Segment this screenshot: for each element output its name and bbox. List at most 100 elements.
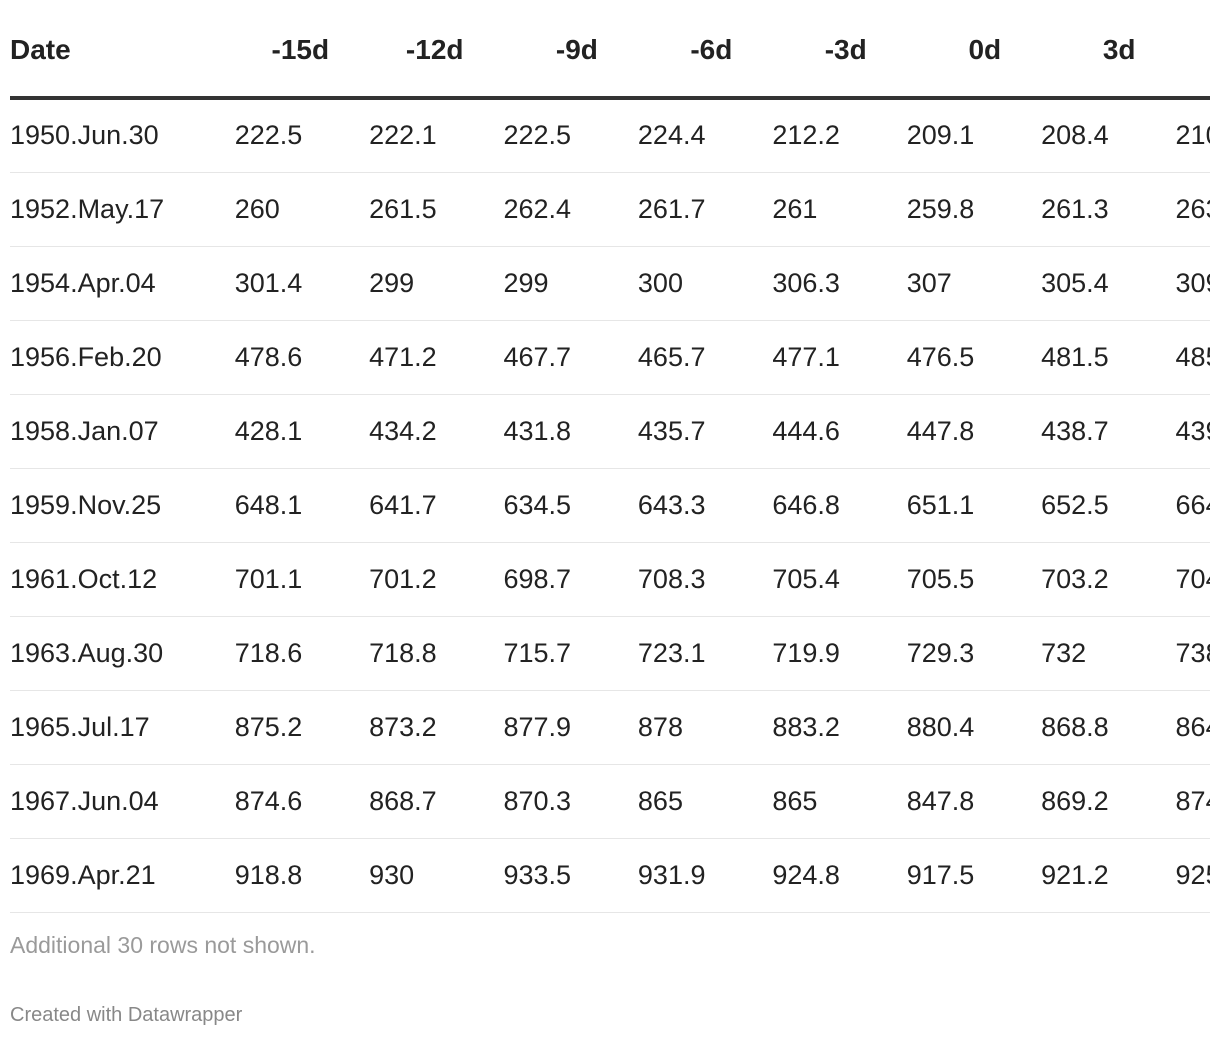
date-cell: 1961.Oct.12 <box>10 542 235 617</box>
value-cell: 705.5 <box>906 542 1042 617</box>
value-cell: 467.7 <box>503 320 638 395</box>
column-header: 3d <box>1041 0 1176 100</box>
value-cell: 652.5 <box>1041 468 1176 543</box>
value-cell: 924.8 <box>772 838 907 913</box>
column-header-date: Date <box>10 0 235 100</box>
column-header: -6d <box>637 0 773 100</box>
value-cell: 481.5 <box>1041 320 1176 395</box>
value-cell: 648.1 <box>234 468 370 543</box>
table-row: 1950.Jun.30 222.5 222.1 222.5 224.4 212.2 209.… <box>10 98 1210 173</box>
value-cell: 931.9 <box>637 838 773 913</box>
value-cell: 701.1 <box>234 542 370 617</box>
value-cell: 485 <box>1175 320 1210 395</box>
value-cell: 447.8 <box>906 394 1042 469</box>
value-cell: 704 <box>1175 542 1210 617</box>
value-cell: 307 <box>906 246 1042 321</box>
value-cell: 718.8 <box>369 616 504 691</box>
value-cell: 261.3 <box>1041 172 1176 247</box>
date-cell: 1963.Aug.30 <box>10 616 235 691</box>
value-cell: 698.7 <box>503 542 638 617</box>
value-cell: 222.5 <box>503 98 638 173</box>
value-cell: 434.2 <box>369 394 504 469</box>
value-cell: 210 <box>1175 98 1210 173</box>
value-cell: 718.6 <box>234 616 370 691</box>
value-cell: 925 <box>1175 838 1210 913</box>
value-cell: 301.4 <box>234 246 370 321</box>
value-cell: 870.3 <box>503 764 638 839</box>
value-cell: 438.7 <box>1041 394 1176 469</box>
column-header: -12d <box>369 0 504 100</box>
date-cell: 1952.May.17 <box>10 172 235 247</box>
value-cell: 300 <box>637 246 773 321</box>
value-cell: 646.8 <box>772 468 907 543</box>
date-cell: 1965.Jul.17 <box>10 690 235 765</box>
value-cell: 715.7 <box>503 616 638 691</box>
value-cell: 299 <box>369 246 504 321</box>
value-cell: 930 <box>369 838 504 913</box>
date-cell: 1959.Nov.25 <box>10 468 235 543</box>
value-cell: 305.4 <box>1041 246 1176 321</box>
value-cell: 224.4 <box>637 98 773 173</box>
value-cell: 643.3 <box>637 468 773 543</box>
column-header: -3d <box>772 0 907 100</box>
table-row: 1963.Aug.30 718.6 718.8 715.7 723.1 719.9 729.… <box>10 616 1210 691</box>
value-cell: 701.2 <box>369 542 504 617</box>
value-cell: 868.7 <box>369 764 504 839</box>
table-row: 1961.Oct.12 701.1 701.2 698.7 708.3 705.4 705.… <box>10 542 1210 617</box>
table-body: 1950.Jun.30 222.5 222.1 222.5 224.4 212.2 209.… <box>10 98 1210 913</box>
value-cell: 309 <box>1175 246 1210 321</box>
value-cell: 875.2 <box>234 690 370 765</box>
value-cell: 261 <box>772 172 907 247</box>
credit-line: Created with Datawrapper <box>10 1004 243 1026</box>
value-cell: 703.2 <box>1041 542 1176 617</box>
value-cell: 874 <box>1175 764 1210 839</box>
date-cell: 1967.Jun.04 <box>10 764 235 839</box>
data-table: Date-15d-12d-9d-6d-3d0d3d6d 1950.Jun.302… <box>10 0 1210 913</box>
value-cell: 921.2 <box>1041 838 1176 913</box>
column-header: -9d <box>503 0 638 100</box>
value-cell: 634.5 <box>503 468 638 543</box>
value-cell: 465.7 <box>637 320 773 395</box>
value-cell: 260 <box>234 172 370 247</box>
value-cell: 651.1 <box>906 468 1042 543</box>
value-cell: 263 <box>1175 172 1210 247</box>
column-header: 6d <box>1175 0 1210 100</box>
table-notes: Additional 30 rows not shown. <box>10 932 316 958</box>
value-cell: 723.1 <box>637 616 773 691</box>
table-row: 1965.Jul.17 875.2 873.2 877.9 878 883.2 880.4 8… <box>10 690 1210 765</box>
table-row: 1967.Jun.04 874.6 868.7 870.3 865 865 847.8 869… <box>10 764 1210 839</box>
value-cell: 299 <box>503 246 638 321</box>
date-cell: 1956.Feb.20 <box>10 320 235 395</box>
value-cell: 306.3 <box>772 246 907 321</box>
value-cell: 439 <box>1175 394 1210 469</box>
table-row: 1956.Feb.20 478.6 471.2 467.7 465.7 477.1 476.… <box>10 320 1210 395</box>
value-cell: 259.8 <box>906 172 1042 247</box>
date-cell: 1969.Apr.21 <box>10 838 235 913</box>
table-row: 1969.Apr.21 918.8 930 933.5 931.9 924.8 917.5 9… <box>10 838 1210 913</box>
date-cell: 1950.Jun.30 <box>10 98 235 173</box>
data-table-container: Date-15d-12d-9d-6d-3d0d3d6d 1950.Jun.302… <box>10 0 1210 913</box>
value-cell: 262.4 <box>503 172 638 247</box>
value-cell: 641.7 <box>369 468 504 543</box>
value-cell: 208.4 <box>1041 98 1176 173</box>
value-cell: 719.9 <box>772 616 907 691</box>
value-cell: 865 <box>772 764 907 839</box>
value-cell: 428.1 <box>234 394 370 469</box>
value-cell: 729.3 <box>906 616 1042 691</box>
value-cell: 868.8 <box>1041 690 1176 765</box>
value-cell: 883.2 <box>772 690 907 765</box>
value-cell: 732 <box>1041 616 1176 691</box>
value-cell: 873.2 <box>369 690 504 765</box>
value-cell: 869.2 <box>1041 764 1176 839</box>
column-header: 0d <box>906 0 1042 100</box>
value-cell: 865 <box>637 764 773 839</box>
value-cell: 917.5 <box>906 838 1042 913</box>
value-cell: 933.5 <box>503 838 638 913</box>
value-cell: 476.5 <box>906 320 1042 395</box>
value-cell: 664 <box>1175 468 1210 543</box>
value-cell: 209.1 <box>906 98 1042 173</box>
table-row: 1952.May.17 260 261.5 262.4 261.7 261 259.8 261… <box>10 172 1210 247</box>
value-cell: 471.2 <box>369 320 504 395</box>
value-cell: 864 <box>1175 690 1210 765</box>
value-cell: 212.2 <box>772 98 907 173</box>
